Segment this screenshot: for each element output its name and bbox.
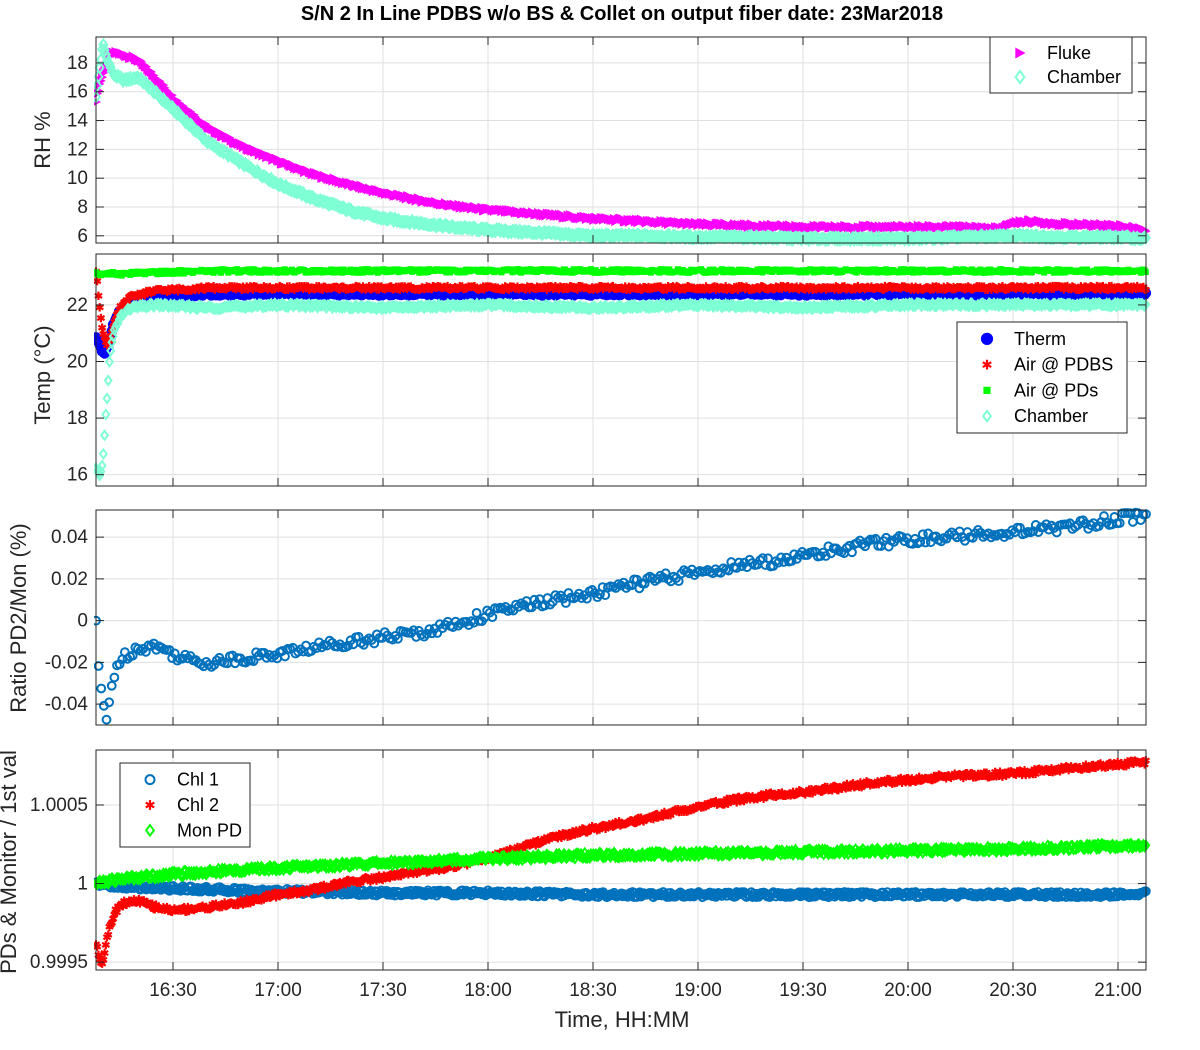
- rh-data-point: [98, 37, 109, 52]
- temp-data-point: [106, 344, 116, 357]
- temp-data-point: [175, 270, 182, 277]
- rh-panel: RH % 6 8 10 12 14 16 18 Fluke Chamber: [30, 36, 1151, 248]
- figure-title: S/N 2 In Line PDBS w/o BS & Collet on ou…: [301, 3, 943, 25]
- rh-data-point: [94, 60, 105, 75]
- rh-ylabel: RH %: [30, 111, 55, 168]
- temp-data-point: [102, 392, 112, 405]
- rh-ytick-label: 10: [67, 168, 88, 189]
- rh-data-point: [105, 60, 116, 75]
- rh-legend-marker: [1015, 47, 1026, 59]
- rh-legend-box: [989, 36, 1133, 94]
- temp-ylabel: Temp (°C): [30, 325, 55, 424]
- temp-data-point: [248, 269, 255, 276]
- rh-legend-label: Fluke: [1047, 43, 1091, 63]
- temp-data-point: [177, 267, 184, 274]
- temp-data-point: [998, 266, 1005, 273]
- rh-data: [94, 37, 1151, 248]
- temp-data-point: [103, 374, 113, 387]
- rh-axes-frame: [95, 36, 1147, 244]
- temp-data-point: [97, 323, 107, 332]
- rh-plot-area: [96, 37, 1146, 243]
- temp-data: [94, 266, 1152, 482]
- temp-data-point: [101, 408, 111, 421]
- rh-ytick-label: 18: [67, 53, 88, 74]
- rh-ytick-label: 16: [67, 82, 88, 103]
- rh-data-point: [94, 78, 103, 93]
- rh-ytick-label: 6: [77, 226, 88, 247]
- rh-ytick-label: 8: [77, 197, 88, 218]
- rh-legend-marker: [1014, 69, 1026, 85]
- rh-legend: Fluke Chamber: [989, 36, 1133, 94]
- rh-legend-label: Chamber: [1047, 67, 1121, 87]
- temp-data-point: [98, 447, 108, 461]
- temp-data-point: [104, 355, 115, 368]
- temp-data-point: [666, 266, 673, 273]
- temp-data-point: [94, 276, 102, 286]
- temp-data-point: [96, 313, 106, 323]
- rh-ytick-label: 12: [67, 139, 88, 160]
- temp-data-point: [100, 429, 110, 442]
- temp-data-point: [97, 459, 107, 472]
- rh-ytick-label: 14: [67, 111, 89, 132]
